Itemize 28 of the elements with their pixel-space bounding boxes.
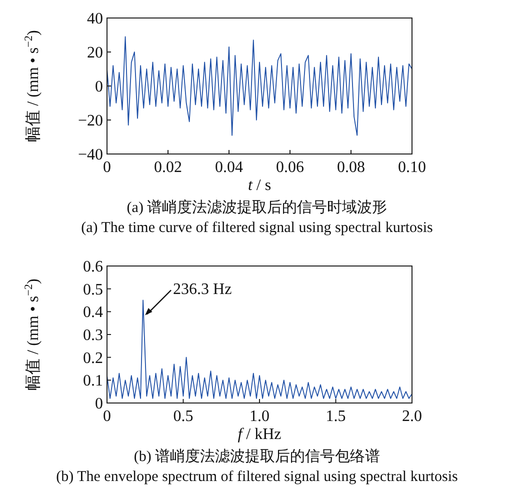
x-axis-title: f / kHz bbox=[238, 426, 282, 443]
y-tick-label: 0.6 bbox=[83, 258, 103, 276]
x-tick-label: 0.10 bbox=[398, 159, 426, 176]
x-tick-label: 0.5 bbox=[173, 408, 194, 425]
y-tick-label: 0.1 bbox=[83, 372, 103, 390]
text: (a) The time curve of filtered signal using spectral kurtosis bbox=[81, 220, 434, 236]
text: (a) 谱峭度法滤波提取后的信号时域波形 bbox=[126, 199, 388, 216]
x-tick-label: 0.08 bbox=[337, 159, 365, 176]
y-tick-label: −40 bbox=[78, 146, 103, 164]
y-tick-label: −20 bbox=[78, 112, 103, 130]
annotation: 236.3 Hz bbox=[173, 281, 232, 298]
y-tick-label: 0.5 bbox=[83, 281, 103, 298]
y-tick-label: 20 bbox=[87, 44, 103, 62]
text: (b) The envelope spectrum of filtered signal using spectral kurtosis bbox=[56, 469, 458, 485]
text: (b) 谱峭度法滤波提取后的信号包络谱 bbox=[134, 448, 380, 465]
y-tick-label: 0 bbox=[95, 78, 103, 96]
x-tick-label: 1.0 bbox=[250, 408, 270, 425]
x-axis-title: t / s bbox=[248, 177, 272, 194]
x-tick-label: 0.02 bbox=[154, 159, 182, 176]
x-tick-label: 1.5 bbox=[326, 408, 346, 425]
y-tick-label: 0 bbox=[95, 396, 103, 412]
y-tick-label: 0.3 bbox=[83, 327, 103, 344]
y-tick-label: 0.2 bbox=[83, 350, 103, 367]
y-tick-label: 0.4 bbox=[83, 304, 103, 322]
y-tick-label: 40 bbox=[87, 10, 103, 28]
x-tick-label: 0.04 bbox=[215, 159, 243, 176]
x-tick-label: 0.06 bbox=[276, 159, 304, 176]
x-tick-label: 2.0 bbox=[402, 408, 422, 425]
